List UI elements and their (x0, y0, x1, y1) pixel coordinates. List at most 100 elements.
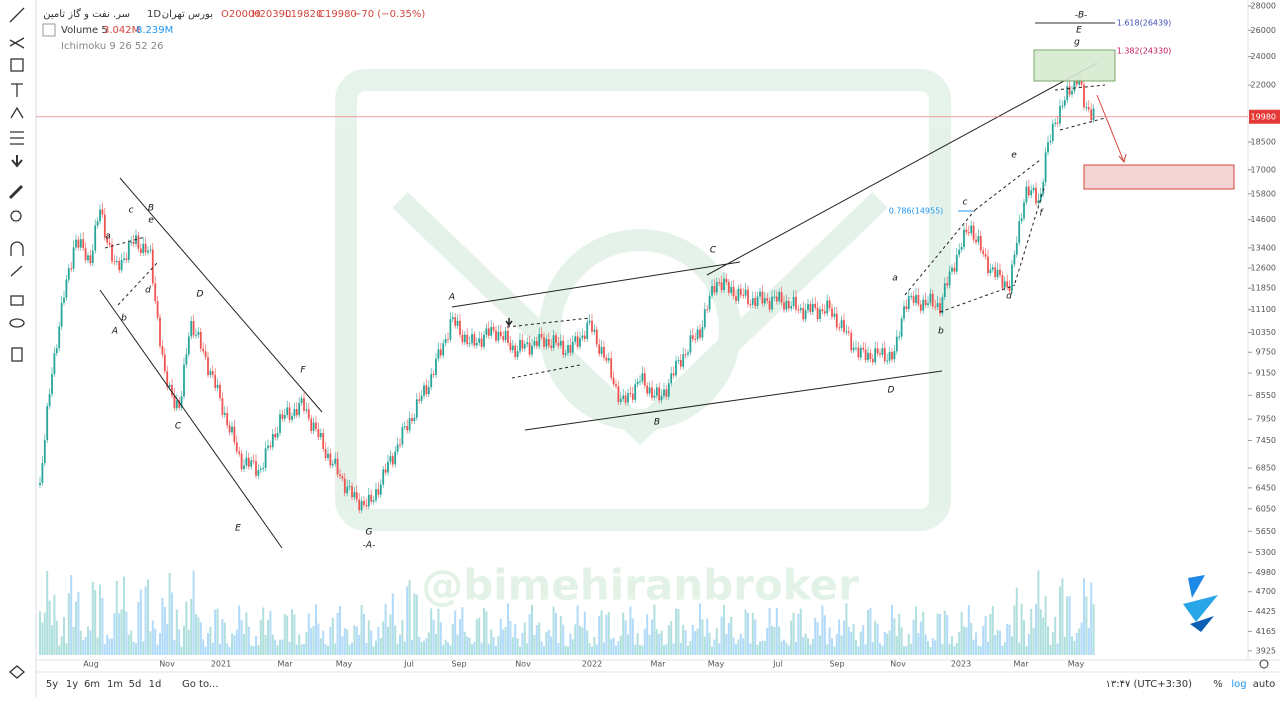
volume-bar (1075, 633, 1078, 655)
lock-tool[interactable] (10, 295, 24, 306)
volume-bar (485, 611, 488, 655)
candle-body (857, 347, 860, 358)
candle-body (588, 320, 591, 323)
candle-body (785, 300, 788, 310)
volume-bar (468, 637, 471, 655)
candle-body (1011, 264, 1013, 292)
candle-body (490, 326, 493, 336)
layers[interactable] (9, 665, 25, 679)
volume-bar (432, 619, 435, 655)
candle-body (399, 444, 401, 446)
volume-bar (94, 589, 97, 655)
candle-body (255, 461, 257, 476)
volume-bar (569, 633, 572, 655)
volume-bar (759, 641, 761, 655)
indicator-value: 8.239M (136, 25, 173, 36)
candle-body (720, 282, 723, 291)
volume-bar (394, 625, 397, 655)
candle-body (149, 249, 152, 251)
candle-body (655, 387, 658, 396)
volume-bar (622, 612, 625, 655)
candle-body (437, 349, 440, 359)
candle-body (581, 335, 584, 339)
candle-body (168, 384, 171, 388)
remove-tool[interactable] (11, 347, 23, 362)
volume-bar (415, 594, 418, 655)
scale-option[interactable]: % (1213, 679, 1223, 690)
candle-body (53, 353, 56, 375)
wave-label: e (1011, 151, 1017, 161)
zoom-tool[interactable] (10, 210, 22, 222)
volume-bar (610, 639, 613, 655)
shape-tool[interactable] (10, 58, 24, 72)
candle-body (303, 398, 305, 411)
volume-bar (360, 605, 363, 655)
range-button[interactable]: 5d (129, 679, 142, 690)
volume-bar (939, 614, 941, 655)
volume-bar (348, 644, 351, 655)
candle-body (845, 331, 848, 333)
scale-option[interactable]: log (1231, 679, 1246, 690)
range-button[interactable]: 1m (107, 679, 123, 690)
volume-bar (125, 611, 128, 655)
trend-tool[interactable] (9, 7, 25, 23)
candle-body (814, 303, 817, 308)
candle-body (984, 254, 987, 257)
candle-body (1035, 187, 1037, 204)
candle-body (869, 352, 872, 360)
volume-bar (461, 607, 464, 655)
candle-body (365, 505, 368, 507)
volume-bar (948, 643, 951, 655)
time-label: Jul (403, 660, 414, 669)
range-button[interactable]: 6m (84, 679, 100, 690)
draw-mode[interactable] (10, 265, 23, 277)
wave-label: 0.786(14955) (889, 207, 944, 216)
pattern-tool[interactable] (10, 106, 24, 119)
volume-bar (1061, 578, 1064, 655)
candle-body (39, 482, 41, 485)
candle-body (252, 460, 255, 462)
candle-body (173, 395, 176, 409)
volume-bar (958, 631, 961, 655)
time-label: Sep (829, 660, 844, 669)
magnet-tool[interactable] (10, 241, 24, 256)
volume-bar (550, 636, 553, 655)
volume-bar (276, 645, 279, 655)
volume-bar (336, 612, 339, 655)
candle-body (55, 348, 58, 354)
candle-body (612, 377, 615, 385)
candle-body (538, 334, 541, 347)
volume-bar (190, 598, 193, 655)
price-label: 6050 (1256, 504, 1276, 513)
scale-option[interactable]: auto (1253, 679, 1276, 690)
visibility-tool[interactable] (9, 318, 25, 328)
settings[interactable] (1259, 659, 1269, 669)
interval[interactable]: 1D (147, 9, 161, 20)
volume-bar (497, 636, 500, 655)
candle-body (231, 426, 233, 433)
broker-logo (1183, 575, 1218, 632)
range-button[interactable]: 1y (66, 679, 78, 690)
volume-bar (274, 639, 277, 655)
candle-body (615, 384, 617, 387)
measure-tool[interactable] (8, 184, 24, 200)
range-button[interactable]: 1d (149, 679, 162, 690)
arrow-tool[interactable] (11, 155, 23, 168)
fib-tool[interactable] (9, 37, 25, 49)
wave-label: A (448, 293, 455, 303)
candle-body (389, 456, 392, 462)
candle-body (833, 313, 836, 317)
goto-button[interactable]: Go to... (182, 679, 218, 690)
volume-bar (886, 633, 889, 655)
prediction-tool[interactable] (10, 131, 24, 145)
volume-bar (58, 645, 61, 655)
wave-label: e (148, 216, 154, 226)
candle-body (924, 299, 927, 306)
volume-bar (195, 614, 197, 655)
range-button[interactable]: 5y (46, 679, 58, 690)
text-tool[interactable] (11, 83, 23, 97)
candle-body (238, 451, 241, 454)
candle-body (492, 326, 495, 331)
collapse-button[interactable] (42, 23, 56, 37)
time-label: Aug (83, 660, 99, 669)
